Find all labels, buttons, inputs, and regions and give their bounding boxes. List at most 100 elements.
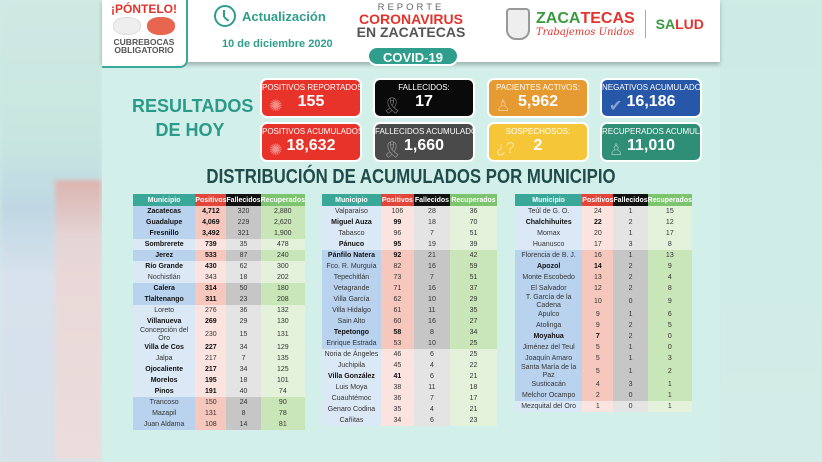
cell-fallecidos: 7 bbox=[413, 393, 451, 404]
cell-municipio: Mezquital del Oro bbox=[515, 401, 583, 412]
cell-positivos: 10 bbox=[582, 294, 614, 309]
report-line-3: EN ZACATECAS bbox=[356, 24, 466, 40]
table-row: Miguel Auza 99 18 70 bbox=[322, 217, 497, 228]
cell-recuperados: 29 bbox=[450, 294, 497, 305]
stat-card: ♙ RECUPERADOS ACUMULADOS:11,010 bbox=[600, 122, 702, 162]
cell-municipio: Apozol bbox=[515, 261, 583, 272]
cell-positivos: 82 bbox=[380, 261, 414, 272]
logo-text-a: ZACA bbox=[536, 9, 581, 27]
column-header: Positivos bbox=[380, 194, 414, 206]
question-icon: ¿? bbox=[496, 140, 515, 157]
stat-value: 18,632 bbox=[286, 137, 336, 154]
cell-fallecidos: 6 bbox=[413, 415, 451, 426]
cell-recuperados: 21 bbox=[450, 404, 497, 415]
stat-card: ✺ POSITIVOS ACUMULADOS: 18,632 bbox=[260, 122, 362, 162]
table-row: Nochistlán 343 18 202 bbox=[133, 272, 305, 283]
cell-municipio: Atolinga bbox=[515, 320, 583, 331]
person-icon: ♙ bbox=[609, 142, 624, 159]
cell-recuperados: 129 bbox=[260, 342, 305, 353]
cell-fallecidos: 62 bbox=[226, 261, 261, 272]
cell-positivos: 35 bbox=[380, 404, 414, 415]
coat-of-arms-icon bbox=[506, 8, 530, 40]
stat-card: 🎗 FALLECIDOS: 17 bbox=[373, 78, 475, 118]
cell-fallecidos: 6 bbox=[413, 349, 451, 360]
cell-recuperados: 17 bbox=[450, 393, 497, 404]
cell-municipio: Ojocaliente bbox=[133, 364, 196, 375]
cell-fallecidos: 18 bbox=[413, 217, 451, 228]
cell-positivos: 311 bbox=[195, 294, 227, 305]
table-row: Noria de Ángeles 46 6 25 bbox=[322, 349, 497, 360]
cell-fallecidos: 40 bbox=[226, 386, 261, 397]
cell-municipio: Miguel Auza bbox=[322, 217, 381, 228]
cell-fallecidos: 1 bbox=[613, 228, 648, 239]
cell-recuperados: 101 bbox=[260, 375, 305, 386]
stat-label: NEGATIVOS ACUMULADOS: bbox=[602, 83, 702, 92]
report-line-1: REPORTE bbox=[377, 2, 445, 13]
cell-municipio: Calera bbox=[133, 283, 196, 294]
table-row: Valparaíso 106 28 36 bbox=[322, 206, 497, 217]
cell-recuperados: 1 bbox=[647, 379, 692, 390]
column-header: Recuperados bbox=[647, 194, 692, 206]
cell-positivos: 314 bbox=[195, 283, 227, 294]
cell-fallecidos: 4 bbox=[413, 360, 451, 371]
cell-recuperados: 300 bbox=[260, 261, 305, 272]
cell-fallecidos: 34 bbox=[226, 342, 261, 353]
cell-positivos: 17 bbox=[582, 239, 614, 250]
cell-municipio: Noria de Ángeles bbox=[322, 349, 381, 360]
cell-positivos: 2 bbox=[582, 390, 614, 401]
cell-positivos: 3,492 bbox=[195, 228, 227, 239]
stat-card: ♙ PACIENTES ACTIVOS: 5,962 bbox=[487, 78, 589, 118]
cell-recuperados: 12 bbox=[647, 217, 692, 228]
cell-municipio: Genaro Codina bbox=[322, 404, 381, 415]
cell-positivos: 7 bbox=[582, 331, 614, 342]
campaign-subtitle: CUBREBOCAS OBLIGATORIO bbox=[113, 37, 175, 55]
table-row: El Salvador 12 2 8 bbox=[515, 283, 692, 294]
cell-positivos: 24 bbox=[582, 206, 614, 217]
cell-recuperados: 70 bbox=[450, 217, 497, 228]
cell-positivos: 95 bbox=[380, 239, 414, 250]
cell-positivos: 46 bbox=[380, 349, 414, 360]
cell-municipio: Tepetongo bbox=[322, 327, 381, 338]
table-row: Villanueva 269 29 130 bbox=[133, 316, 305, 327]
cell-fallecidos: 2 bbox=[613, 283, 648, 294]
stat-label: POSITIVOS ACUMULADOS: bbox=[262, 127, 362, 136]
cell-positivos: 53 bbox=[380, 338, 414, 349]
cell-municipio: Huanusco bbox=[515, 239, 583, 250]
cell-recuperados: 39 bbox=[450, 239, 497, 250]
cell-positivos: 4,069 bbox=[195, 217, 227, 228]
table-row: Joaquín Amaro 5 1 3 bbox=[515, 353, 692, 364]
cell-fallecidos: 36 bbox=[226, 305, 261, 316]
cell-positivos: 14 bbox=[582, 261, 614, 272]
cell-fallecidos: 14 bbox=[226, 419, 261, 430]
cell-positivos: 20 bbox=[582, 228, 614, 239]
table-row: Tepetongo 58 8 34 bbox=[322, 327, 497, 338]
cell-recuperados: 21 bbox=[450, 371, 497, 382]
cell-positivos: 5 bbox=[582, 342, 614, 353]
table-row: Apulco 9 1 6 bbox=[515, 309, 692, 320]
cell-fallecidos: 2 bbox=[613, 217, 648, 228]
column-header: Municipio bbox=[322, 194, 381, 206]
table-row: Río Grande 430 62 300 bbox=[133, 261, 305, 272]
cell-municipio: Villa de Cos bbox=[133, 342, 196, 353]
cell-fallecidos: 1 bbox=[613, 309, 648, 320]
virus-icon: ✺ bbox=[269, 98, 283, 115]
cell-positivos: 195 bbox=[195, 375, 227, 386]
stat-value: 155 bbox=[297, 93, 325, 110]
cell-positivos: 45 bbox=[380, 360, 414, 371]
cell-municipio: Juan Aldama bbox=[133, 419, 196, 430]
cell-municipio: Susticacán bbox=[515, 379, 583, 390]
table-header: Municipio Positivos Fallecidos Recuperados bbox=[133, 194, 305, 206]
cell-recuperados: 208 bbox=[260, 294, 305, 305]
report-line-2: CORONAVIRUS bbox=[359, 11, 463, 27]
table-row: Mezquital del Oro 1 0 1 bbox=[515, 401, 692, 412]
cell-municipio: Guadalupe bbox=[133, 217, 196, 228]
cell-positivos: 106 bbox=[380, 206, 414, 217]
cell-positivos: 62 bbox=[380, 294, 414, 305]
stat-label: SOSPECHOSOS: bbox=[505, 127, 571, 136]
cell-recuperados: 8 bbox=[647, 283, 692, 294]
cell-municipio: Enrique Estrada bbox=[322, 338, 381, 349]
cell-positivos: 34 bbox=[380, 415, 414, 426]
cell-positivos: 230 bbox=[195, 327, 227, 342]
cell-recuperados: 9 bbox=[647, 261, 692, 272]
cell-municipio: Cuauhtémoc bbox=[322, 393, 381, 404]
